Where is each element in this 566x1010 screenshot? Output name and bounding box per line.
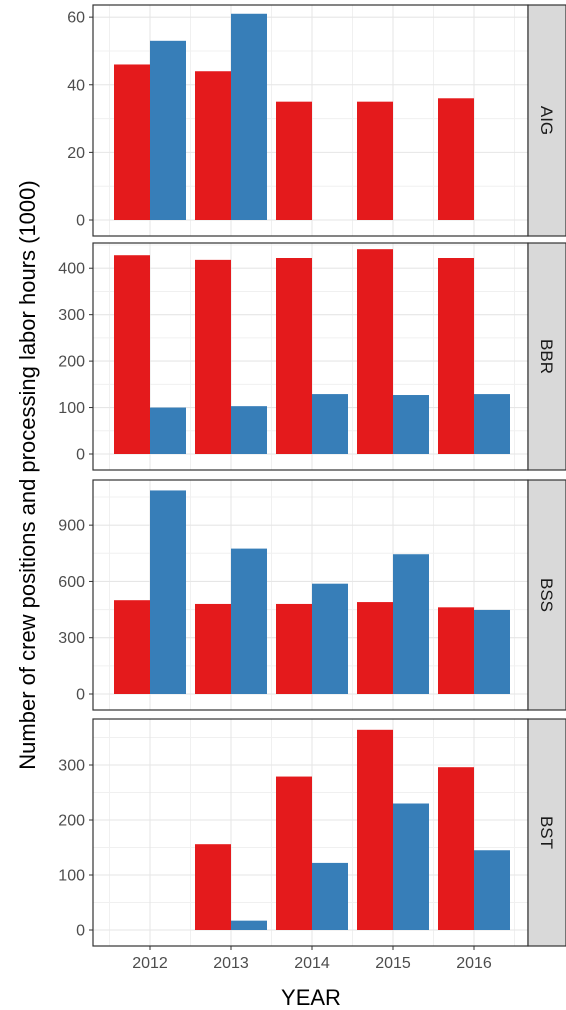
- bar-aig-2014-s1: [276, 101, 312, 220]
- y-tick-label: 300: [58, 758, 85, 775]
- bar-bst-2013-s2: [231, 920, 267, 930]
- y-axis-title: Number of crew positions and processing …: [15, 180, 40, 769]
- y-tick-label: 100: [58, 868, 85, 885]
- bar-bst-2015-s1: [357, 729, 393, 930]
- y-tick-label: 200: [58, 354, 85, 371]
- x-tick-label: 2016: [456, 955, 492, 972]
- y-tick-label: 200: [58, 813, 85, 830]
- bar-bss-2016-s2: [474, 609, 510, 694]
- bar-bbr-2015-s2: [393, 395, 429, 454]
- bar-bss-2012-s2: [150, 490, 186, 694]
- y-tick-label: 900: [58, 518, 85, 535]
- facet-strip: [527, 479, 566, 711]
- bar-bst-2014-s1: [276, 776, 312, 930]
- panel-bss: 0 300 600 900 BSS: [58, 479, 566, 711]
- y-tick-label: 40: [67, 77, 85, 94]
- bar-bbr-2013-s2: [231, 406, 267, 454]
- panel-bbr: 0 100 200 300 400 BBR: [58, 242, 566, 471]
- panel-bst: 0 100 200 300 BST: [58, 718, 566, 947]
- y-tick-label: 100: [58, 400, 85, 417]
- facet-strip: [527, 242, 566, 471]
- x-tick-label: 2012: [132, 955, 168, 972]
- bar-bbr-2016-s1: [438, 258, 474, 454]
- bar-bss-2014-s1: [276, 603, 312, 694]
- y-tick-label: 60: [67, 10, 85, 27]
- x-tick-label: 2014: [294, 955, 330, 972]
- bar-bss-2016-s1: [438, 607, 474, 694]
- bar-aig-2016-s1: [438, 98, 474, 220]
- bar-bss-2014-s2: [312, 583, 348, 694]
- bar-aig-2012-s1: [114, 64, 150, 220]
- bar-aig-2012-s2: [150, 40, 186, 220]
- y-tick-label: 0: [76, 213, 85, 230]
- bar-aig-2013-s1: [195, 71, 231, 220]
- bar-aig-2015-s1: [357, 101, 393, 220]
- bar-bst-2015-s2: [393, 803, 429, 930]
- bar-bst-2013-s1: [195, 844, 231, 930]
- y-tick-label: 300: [58, 307, 85, 324]
- x-axis-title: YEAR: [281, 985, 341, 1010]
- bar-bbr-2015-s1: [357, 249, 393, 454]
- bar-bss-2012-s1: [114, 600, 150, 694]
- facet-label: BST: [537, 816, 556, 849]
- x-tick-label: 2013: [213, 955, 249, 972]
- x-tick-label: 2015: [375, 955, 411, 972]
- bar-bbr-2012-s1: [114, 255, 150, 454]
- bar-bss-2015-s1: [357, 602, 393, 694]
- y-tick-label: 0: [76, 687, 85, 704]
- y-tick-label: 300: [58, 630, 85, 647]
- bar-bbr-2013-s1: [195, 259, 231, 454]
- bar-bst-2016-s1: [438, 767, 474, 930]
- facet-strip: [527, 4, 566, 237]
- bar-bst-2016-s2: [474, 850, 510, 930]
- bar-bbr-2016-s2: [474, 394, 510, 454]
- bar-bbr-2014-s2: [312, 394, 348, 454]
- x-axis: 2012 2013 2014 2015 2016: [132, 946, 492, 972]
- bar-bbr-2012-s2: [150, 407, 186, 454]
- bar-aig-2013-s2: [231, 13, 267, 221]
- bar-bst-2014-s2: [312, 862, 348, 930]
- bar-bss-2015-s2: [393, 554, 429, 694]
- facet-label: BSS: [537, 578, 556, 612]
- y-tick-label: 600: [58, 574, 85, 591]
- bar-bss-2013-s2: [231, 548, 267, 694]
- bar-bss-2013-s1: [195, 603, 231, 694]
- bar-bbr-2014-s1: [276, 258, 312, 454]
- y-tick-label: 0: [76, 923, 85, 940]
- panel-aig: 0 20 40 60 AIG: [67, 4, 566, 237]
- facet-label: AIG: [537, 106, 556, 135]
- facet-strip: [527, 718, 566, 947]
- y-tick-label: 20: [67, 145, 85, 162]
- facet-label: BBR: [537, 339, 556, 374]
- y-tick-label: 0: [76, 447, 85, 464]
- y-tick-label: 400: [58, 261, 85, 278]
- chart-panels: 0204060AIG0100200300400BBR0300600900BSS0…: [58, 4, 566, 947]
